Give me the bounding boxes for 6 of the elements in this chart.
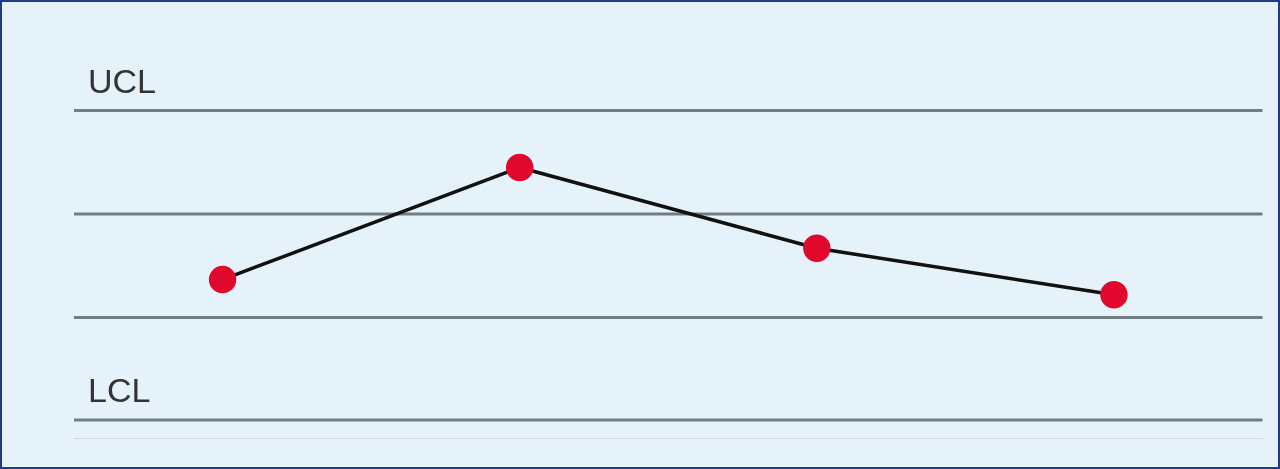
ref-line-label: LCL — [88, 371, 151, 410]
point — [803, 234, 831, 263]
point — [505, 153, 534, 182]
point — [1100, 281, 1128, 309]
point — [208, 265, 237, 294]
ref-line-label: UCL — [88, 61, 157, 100]
